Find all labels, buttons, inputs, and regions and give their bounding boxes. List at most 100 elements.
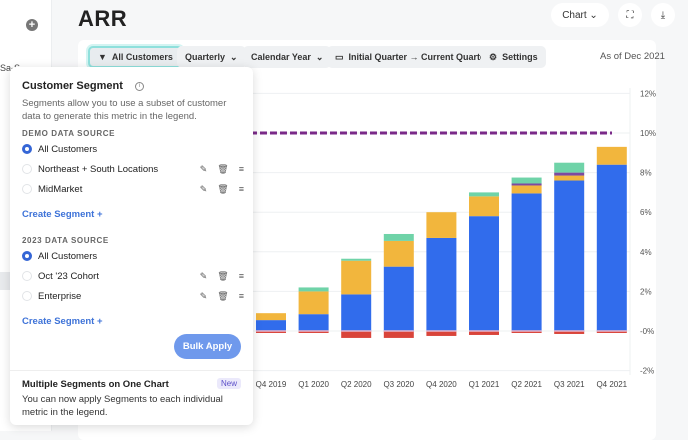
edit-pencil-icon[interactable]: ✎ — [199, 183, 208, 194]
view-select[interactable]: Chart ⌄ — [551, 3, 609, 27]
bar-segment — [383, 266, 414, 331]
bar-segment — [469, 192, 499, 197]
segment-option[interactable]: All Customers — [22, 248, 244, 264]
chevron-down-icon: ⌄ — [315, 51, 324, 62]
bar-segment — [426, 212, 457, 238]
bar-segment — [469, 216, 499, 331]
as-of-date: As of Dec 2021 — [600, 51, 665, 62]
range-label: Initial Quarter → Current Quarter — [348, 52, 489, 62]
radio-button[interactable] — [22, 144, 32, 154]
download-button[interactable]: ⤓ — [651, 3, 675, 27]
notice-text: You can now apply Segments to each indiv… — [22, 394, 223, 418]
radio-button[interactable] — [22, 184, 32, 194]
segment-option[interactable]: Enterprise ✎ 🗑 ≡ — [22, 288, 244, 304]
segment-option-label: Northeast + South Locations — [38, 163, 159, 175]
new-badge: New — [217, 378, 242, 389]
bar-segment — [256, 331, 286, 333]
y-tick-label: 6% — [640, 208, 652, 217]
y-tick-label: 12% — [640, 89, 656, 98]
trash-icon[interactable]: 🗑 — [217, 163, 229, 174]
bar-segment — [298, 291, 329, 315]
bar-segment — [341, 260, 372, 295]
download-icon: ⤓ — [660, 9, 666, 21]
radio-button[interactable] — [22, 164, 32, 174]
trash-icon[interactable]: 🗑 — [217, 270, 229, 281]
info-icon[interactable]: i — [135, 82, 144, 91]
chevron-down-icon: ⌄ — [230, 51, 238, 62]
y-tick-label: 2% — [640, 287, 652, 296]
edit-pencil-icon[interactable]: ✎ — [199, 163, 208, 174]
year-type-select[interactable]: Calendar Year ⌄ — [243, 46, 332, 68]
segment-option-label: Oct '23 Cohort — [38, 270, 99, 282]
x-tick-label: Q2 2021 — [511, 380, 542, 389]
drag-handle-icon[interactable]: ≡ — [238, 163, 244, 174]
bar-segment — [383, 233, 414, 241]
segment-option-label: All Customers — [38, 250, 98, 262]
drag-handle-icon[interactable]: ≡ — [238, 183, 244, 194]
bar-segment — [426, 237, 457, 331]
expand-icon: ⛶ — [626, 9, 634, 21]
y-tick-label: 8% — [640, 169, 652, 178]
range-button[interactable]: ▭ Initial Quarter → Current Quarter — [327, 46, 497, 68]
trash-icon[interactable]: 🗑 — [217, 183, 229, 194]
bar-segment — [298, 287, 329, 292]
bulk-apply-button[interactable]: Bulk Apply — [174, 334, 241, 359]
bar-segment — [511, 331, 542, 333]
calendar-icon: ▭ — [335, 51, 344, 62]
sidebar-highlight — [0, 272, 12, 290]
bar-segment — [511, 185, 542, 194]
bar-segment — [469, 331, 499, 335]
bar-segment — [511, 177, 542, 184]
plus-circle-icon[interactable]: + — [26, 19, 38, 31]
x-tick-label: Q3 2020 — [383, 380, 414, 389]
bar-segment — [256, 313, 286, 321]
segment-option[interactable]: Northeast + South Locations ✎ 🗑 ≡ — [22, 161, 244, 177]
segment-option-label: MidMarket — [38, 183, 83, 195]
x-tick-label: Q2 2020 — [341, 380, 372, 389]
settings-button[interactable]: ⚙ Settings — [481, 46, 546, 68]
bar-chart: 12% 10% 8% 6% 4% 2% -0% -2% Q4 2019 Q1 2020 Q2 202… — [80, 88, 656, 389]
bar-segment — [596, 164, 627, 331]
expand-button[interactable]: ⛶ — [618, 3, 642, 27]
x-tick-label: Q4 2019 — [256, 380, 287, 389]
gear-icon: ⚙ — [489, 51, 498, 62]
trash-icon[interactable]: 🗑 — [217, 290, 229, 301]
period-label: Quarterly — [185, 52, 226, 62]
bar-segment — [256, 320, 286, 331]
segment-option-label: All Customers — [38, 143, 98, 155]
period-select[interactable]: Quarterly ⌄ — [177, 46, 246, 68]
segment-option[interactable]: Oct '23 Cohort ✎ 🗑 ≡ — [22, 268, 244, 284]
popover-title: Customer Segment — [22, 80, 123, 92]
notice-title: Multiple Segments on One Chart — [22, 379, 169, 390]
x-tick-label: Q1 2020 — [298, 380, 329, 389]
segment-label: All Customers — [111, 52, 173, 62]
bar-segment — [554, 331, 585, 334]
bar-segment — [298, 331, 329, 333]
y-tick-label: 4% — [640, 248, 652, 257]
bar-segment — [383, 331, 414, 338]
segment-option[interactable]: All Customers — [22, 141, 244, 157]
bar-segment — [469, 196, 499, 217]
radio-button[interactable] — [22, 291, 32, 301]
bar-segment — [554, 175, 585, 181]
radio-button[interactable] — [22, 271, 32, 281]
drag-handle-icon[interactable]: ≡ — [238, 290, 244, 301]
y-tick-label: -0% — [640, 327, 654, 336]
x-tick-label: Q3 2021 — [554, 380, 585, 389]
bar-segment — [511, 183, 542, 186]
bar-segment — [511, 193, 542, 331]
bar-segment — [341, 294, 372, 331]
data-source-heading: DEMO DATA SOURCE — [22, 129, 116, 138]
edit-pencil-icon[interactable]: ✎ — [199, 270, 208, 281]
create-segment-link[interactable]: Create Segment + — [22, 316, 103, 327]
radio-button[interactable] — [22, 251, 32, 261]
segment-option[interactable]: MidMarket ✎ 🗑 ≡ — [22, 181, 244, 197]
edit-pencil-icon[interactable]: ✎ — [199, 290, 208, 301]
drag-handle-icon[interactable]: ≡ — [238, 270, 244, 281]
filter-icon: ▼ — [98, 52, 107, 62]
bar-segment — [383, 240, 414, 267]
create-segment-link[interactable]: Create Segment + — [22, 209, 103, 220]
x-tick-label: Q4 2020 — [426, 380, 457, 389]
view-select-label: Chart — [562, 9, 587, 21]
divider — [10, 370, 253, 371]
